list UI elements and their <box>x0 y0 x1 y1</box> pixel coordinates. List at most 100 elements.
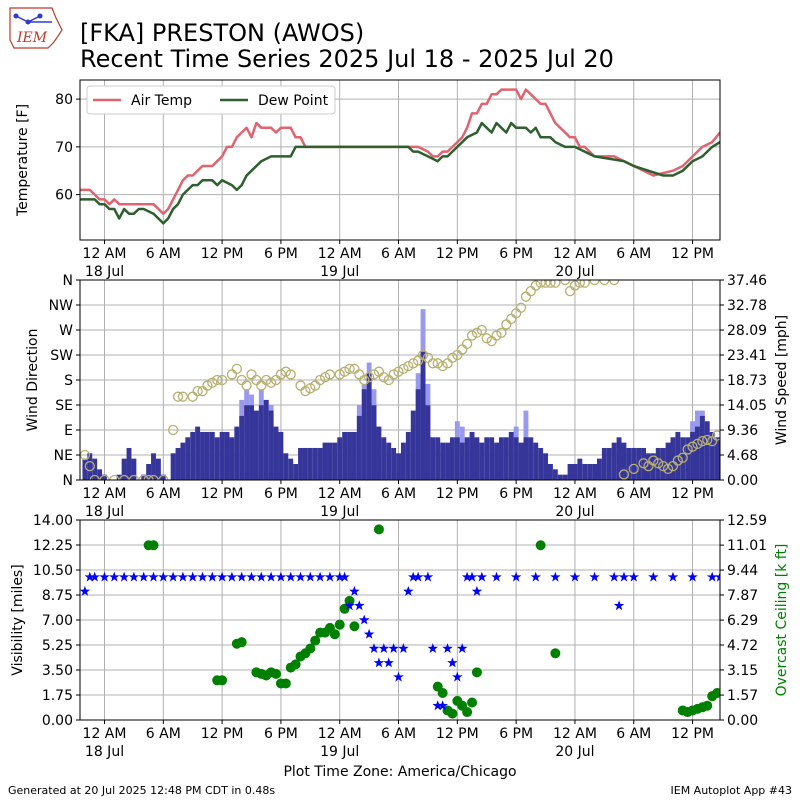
wind-speed-bar <box>356 415 362 480</box>
wind-speed-bar <box>376 426 382 480</box>
visibility-tick-label: 1.75 <box>42 688 73 704</box>
wind-speed-bar <box>361 389 367 480</box>
x-tick-label: 12 PM <box>201 726 244 742</box>
wind-direction-point <box>471 327 483 338</box>
wind-speed-bar <box>293 463 299 480</box>
wind-speed-bar <box>146 463 152 480</box>
wind-speed-bar <box>606 447 612 480</box>
visibility-point <box>628 571 639 582</box>
date-label: 19 Jul <box>320 504 359 520</box>
wind-speed-bar <box>82 458 88 480</box>
wind-speed-bar <box>680 437 686 480</box>
wind-direction-tick-label: W <box>59 323 73 339</box>
wind-direction-point <box>437 360 448 372</box>
x-tick-label: 12 AM <box>83 486 127 502</box>
date-label: 18 Jul <box>85 264 124 280</box>
iem-logo: IEM <box>9 7 63 49</box>
wind-speed-bar <box>474 437 480 480</box>
wind-speed-bar <box>459 442 465 480</box>
wind-speed-bar <box>249 405 254 480</box>
wind-speed-bar <box>592 463 597 480</box>
wind-direction-point <box>319 372 331 383</box>
ceiling-point <box>471 667 482 678</box>
wind-direction-point <box>285 369 296 380</box>
wind-speed-bar <box>582 463 588 480</box>
wind-direction-point <box>662 463 674 475</box>
wind-speed-bar <box>151 453 156 480</box>
wind-direction-point <box>481 333 492 344</box>
wind-speed-bar <box>283 453 289 480</box>
visibility-point <box>437 700 448 711</box>
wind-direction-point <box>172 391 184 402</box>
date-label: 19 Jul <box>320 264 359 280</box>
wind-speed-bar <box>200 431 205 480</box>
wind-direction-point <box>84 460 95 472</box>
ceiling-point <box>462 707 473 718</box>
wind-speed-bar <box>268 410 274 480</box>
visibility-point <box>236 571 247 582</box>
visibility-point <box>359 614 370 625</box>
wind-speed-bar <box>464 437 470 480</box>
footer-generated: Generated at 20 Jul 2025 12:48 PM CDT in… <box>8 784 275 797</box>
ceiling-point <box>373 524 384 535</box>
x-tick-label: 12 PM <box>436 486 479 502</box>
wind-speed-bar <box>518 442 524 480</box>
visibility-point <box>349 585 360 596</box>
x-tick-label: 12 PM <box>671 726 714 742</box>
visibility-point <box>177 571 189 582</box>
wind-speed-bar <box>425 405 431 480</box>
wind-direction-point <box>305 383 316 394</box>
wind-direction-point <box>261 374 272 386</box>
wind-direction-point <box>677 452 688 463</box>
wind-direction-point <box>344 363 355 375</box>
wind-direction-point <box>118 474 130 480</box>
wind-direction-point <box>339 366 350 377</box>
wind-speed-bar <box>131 458 137 480</box>
wind-direction-point <box>89 474 100 480</box>
ceiling-point <box>550 648 561 659</box>
wind-speed-tick-label: 28.09 <box>727 323 767 339</box>
ceiling-point <box>712 687 720 698</box>
wind-speed-bar <box>244 405 250 480</box>
date-label: 19 Jul <box>320 744 359 760</box>
wind-speed-bar <box>538 447 544 480</box>
dew-point-line <box>80 121 720 225</box>
wind-speed-bar <box>92 458 98 480</box>
wind-direction-point <box>697 435 708 447</box>
wind-direction-point <box>618 469 630 480</box>
ceiling-point <box>349 621 360 632</box>
visibility-point <box>109 571 120 582</box>
ceiling-point <box>339 603 350 614</box>
date-label: 20 Jul <box>555 744 594 760</box>
visibility-tick-label: 3.50 <box>42 663 73 679</box>
wind-speed-bar <box>410 410 416 480</box>
wind-speed-bar <box>445 442 450 480</box>
wind-speed-bar <box>126 447 132 480</box>
visibility-point <box>158 571 169 582</box>
wind-speed-bar <box>351 431 357 480</box>
wind-speed-bar <box>190 431 196 480</box>
wind-direction-point <box>476 324 487 336</box>
wind-direction-point <box>241 380 252 391</box>
visibility-point <box>216 571 228 582</box>
visibility-point <box>550 571 561 582</box>
wind-direction-point <box>427 358 438 369</box>
temperature-ylabel: Temperature [F] <box>15 104 31 217</box>
wind-direction-point <box>540 280 551 288</box>
wind-direction-point <box>530 280 541 291</box>
wind-direction-point <box>672 455 684 466</box>
wind-speed-bar <box>655 447 661 480</box>
ceiling-point <box>329 629 340 640</box>
visibility-tick-label: 7.00 <box>42 613 73 629</box>
ceiling-ylabel: Overcast Ceiling [k ft] <box>774 544 790 697</box>
temperature-axes-frame <box>79 79 721 241</box>
wind-speed-bar <box>611 442 617 480</box>
wind-speed-bar <box>97 469 103 480</box>
visibility-point <box>687 571 698 582</box>
date-label: 20 Jul <box>555 504 594 520</box>
wind-speed-bar <box>503 437 509 480</box>
ceiling-point <box>290 659 301 670</box>
ceiling-point <box>148 540 159 551</box>
x-tick-label: 12 PM <box>201 486 244 502</box>
wind-direction-point <box>432 358 443 369</box>
